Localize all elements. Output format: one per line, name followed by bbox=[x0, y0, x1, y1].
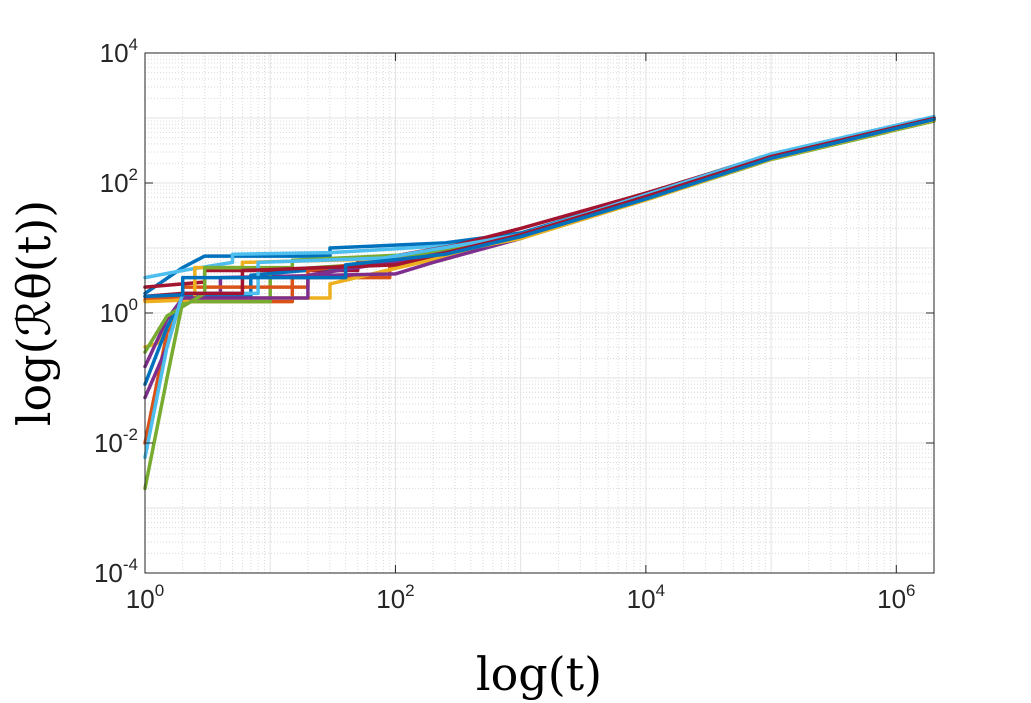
series-line-13 bbox=[143, 115, 936, 460]
y-tick-label: 10-2 bbox=[94, 425, 138, 458]
y-tick-label: 10-4 bbox=[94, 555, 138, 588]
x-tick-label: 102 bbox=[376, 581, 414, 614]
x-tick-label: 100 bbox=[126, 581, 164, 614]
major-grid bbox=[145, 53, 934, 573]
y-tick-label: 102 bbox=[100, 165, 138, 198]
axis-ticks bbox=[144, 52, 934, 574]
y-tick-label: 104 bbox=[100, 35, 138, 68]
x-axis-label: log(t) bbox=[476, 647, 602, 701]
series-group bbox=[143, 114, 936, 491]
minor-grid bbox=[145, 53, 934, 573]
x-tick-label: 104 bbox=[627, 581, 665, 614]
y-tick-label: 100 bbox=[100, 295, 138, 328]
x-tick-label: 106 bbox=[877, 581, 915, 614]
x-tick-labels: 100 102 104 106 bbox=[126, 581, 916, 614]
y-tick-labels: 10-4 10-2 100 102 104 bbox=[94, 35, 138, 588]
series-line-14 bbox=[143, 116, 936, 299]
series-line-15 bbox=[143, 117, 936, 299]
y-axis-label: log(ℛθ(t)) bbox=[7, 200, 61, 427]
